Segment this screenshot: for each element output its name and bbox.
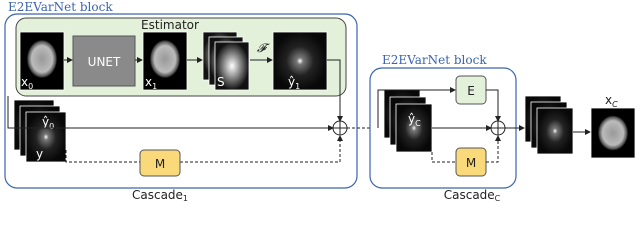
text: x (605, 93, 612, 107)
arrow (327, 59, 343, 122)
block-title: E2EVarNet block (382, 53, 487, 67)
text: ŷ (408, 112, 415, 126)
text: 1 (152, 82, 157, 91)
text: 1 (183, 194, 188, 203)
image (395, 103, 433, 153)
arrow (486, 89, 501, 122)
unet-box (72, 35, 136, 87)
sum-node (333, 121, 347, 135)
arrow (180, 135, 343, 163)
image (23, 35, 61, 83)
text: Cascade (444, 188, 495, 202)
m-label: M (155, 157, 165, 171)
text: ŷ (288, 75, 295, 89)
text: C (495, 194, 501, 203)
e-label: E (467, 84, 475, 98)
arrow (431, 152, 456, 163)
text: ŷ (42, 115, 49, 129)
label: ŷ1 (288, 75, 300, 91)
output-label: xC (605, 93, 618, 109)
label: ŷC (408, 112, 421, 128)
unet-label: UNET (88, 55, 121, 69)
arrow (7, 96, 334, 131)
text: 0 (28, 82, 33, 91)
text: x (21, 75, 28, 89)
arrow (377, 87, 456, 128)
cascade-label: Cascade1 (132, 188, 188, 203)
text: C (415, 119, 421, 128)
label: x0 (21, 75, 33, 91)
estimator-title: Estimator (141, 18, 199, 32)
label: y (36, 147, 43, 161)
text: C (612, 100, 618, 109)
text: 1 (295, 82, 300, 91)
label: x1 (145, 75, 157, 91)
text: x (145, 75, 152, 89)
image (272, 31, 328, 91)
cascade-label: CascadeC (444, 188, 501, 203)
image (536, 107, 574, 155)
image (594, 111, 632, 155)
m-label: M (466, 156, 476, 170)
m-box (139, 149, 181, 177)
image (25, 111, 67, 163)
label: ŷ0 (42, 115, 54, 131)
image (146, 35, 184, 83)
block-title: E2EVarNet block (8, 0, 113, 14)
label: S (217, 75, 225, 89)
text: 0 (49, 122, 54, 131)
text: Cascade (132, 188, 183, 202)
sum-node (491, 121, 505, 135)
diagram: E2EVarNet block Estimator x0 UNET x1 S 𝓕… (4, 0, 636, 203)
arrow (486, 135, 501, 163)
arrow (65, 150, 140, 163)
image (214, 41, 250, 91)
